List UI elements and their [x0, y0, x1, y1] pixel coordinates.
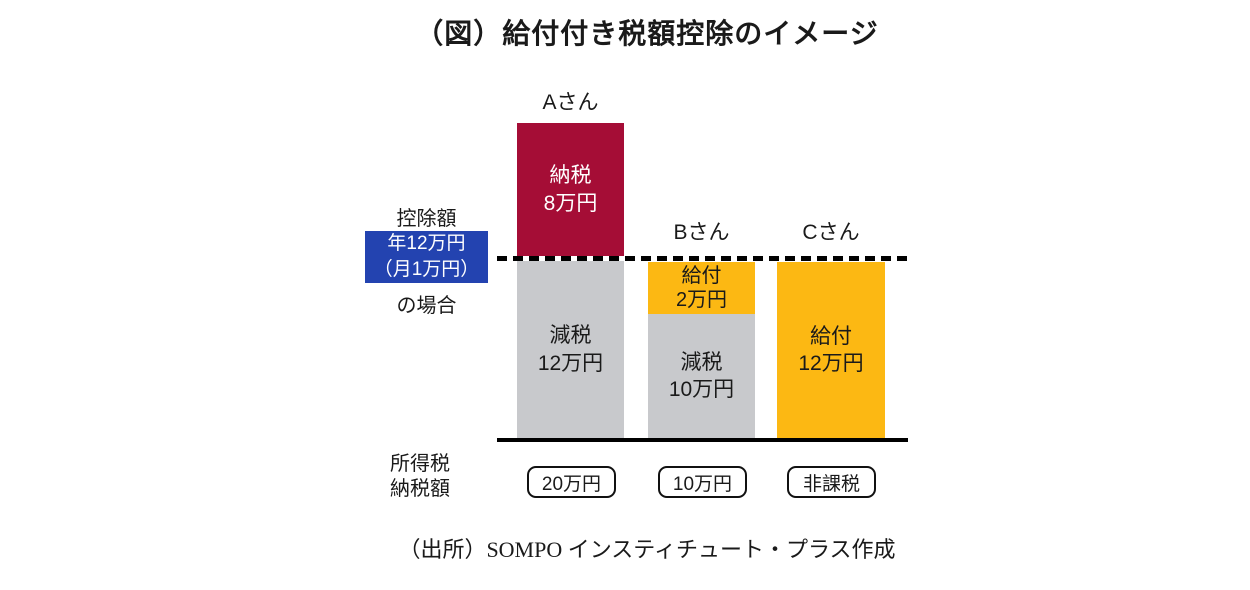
bar-b-segment-tax-cut: 減税 10万円	[648, 314, 755, 438]
segment-amount: 8万円	[543, 191, 598, 215]
bar-label-a: Aさん	[542, 91, 599, 114]
bar-label-c: Cさん	[802, 221, 860, 244]
bar-c-segment-benefit: 給付 12万円	[777, 262, 885, 438]
bar-label-b: Bさん	[673, 221, 730, 244]
segment-label: 納税	[549, 164, 592, 188]
credit-amount-box: 年12万円 （月1万円）	[365, 231, 488, 283]
credit-suffix: の場合	[396, 295, 457, 317]
bar-a-segment-tax-paid: 納税 8万円	[517, 123, 624, 256]
source-note: （出所）SOMPO インスティチュート・プラス作成	[398, 537, 896, 562]
income-tax-box-b: 10万円	[658, 466, 747, 498]
income-tax-row-label: 所得税 納税額	[390, 453, 450, 500]
baseline-axis	[497, 438, 908, 442]
income-tax-box-c: 非課税	[787, 466, 876, 498]
segment-amount: 2万円	[675, 289, 728, 311]
segment-amount: 10万円	[668, 378, 735, 401]
income-tax-box-a: 20万円	[527, 466, 616, 498]
bar-a-segment-tax-cut: 減税 12万円	[517, 261, 624, 438]
segment-label: 減税	[549, 324, 592, 348]
segment-amount: 12万円	[798, 352, 864, 375]
credit-heading: 控除額	[396, 208, 457, 230]
credit-dashed-line	[497, 256, 911, 261]
credit-box-line1: 年12万円	[387, 233, 466, 255]
segment-label: 給付	[810, 324, 852, 348]
bar-b-segment-benefit: 給付 2万円	[648, 262, 755, 314]
segment-label: 給付	[681, 264, 722, 287]
credit-box-line2: （月1万円）	[373, 259, 480, 280]
segment-label: 減税	[680, 350, 723, 374]
chart-title: （図）給付付き税額控除のイメージ	[415, 18, 879, 49]
segment-amount: 12万円	[537, 351, 604, 375]
